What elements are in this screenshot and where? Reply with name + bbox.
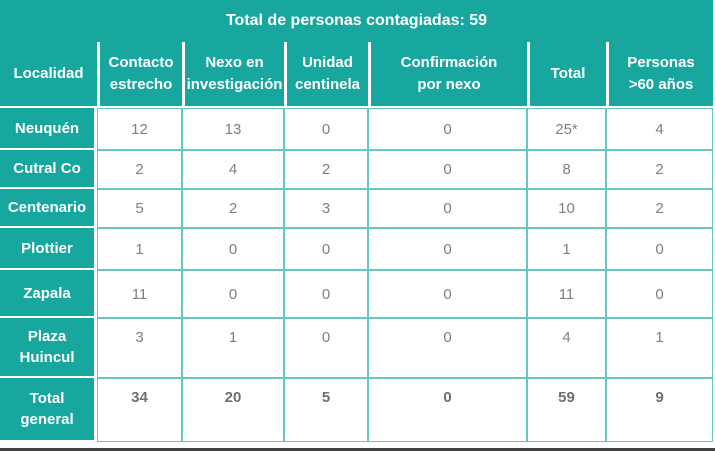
value-cell: 1 — [527, 228, 606, 270]
bottom-border-line — [0, 448, 715, 451]
data-table: Total de personas contagiadas: 59 Locali… — [0, 0, 714, 442]
value-cell: 2 — [606, 150, 714, 189]
value-cell: 11 — [97, 270, 182, 318]
column-header-total: Total — [527, 42, 606, 108]
value-cell: 8 — [527, 150, 606, 189]
table-row: Neuquén 12 13 0 0 25* 4 — [0, 108, 714, 150]
table-row: Plaza Huincul 3 1 0 0 4 1 — [0, 318, 714, 378]
value-cell: 10 — [527, 189, 606, 228]
value-cell: 13 — [182, 108, 284, 150]
title-row: Total de personas contagiadas: 59 — [0, 0, 714, 42]
column-header-personas-60-a-os: Personas >60 años — [606, 42, 714, 108]
value-cell: 5 — [97, 189, 182, 228]
locality-cell-total-general: Total general — [0, 378, 97, 442]
value-cell: 3 — [97, 318, 182, 378]
value-cell: 0 — [182, 270, 284, 318]
value-cell: 1 — [97, 228, 182, 270]
value-cell: 0 — [368, 189, 527, 228]
locality-cell-cutral-co: Cutral Co — [0, 150, 97, 189]
value-cell: 11 — [527, 270, 606, 318]
value-cell: 5 — [284, 378, 368, 442]
column-header-contacto-estrecho: Contacto estrecho — [97, 42, 182, 108]
value-cell: 4 — [527, 318, 606, 378]
table-title: Total de personas contagiadas: 59 — [0, 0, 714, 42]
column-header-confirmaci-n-por-nexo: Confirmación por nexo — [368, 42, 527, 108]
value-cell: 12 — [97, 108, 182, 150]
table-row: Plottier 1 0 0 0 1 0 — [0, 228, 714, 270]
column-header-nexo-en-investigaci-n: Nexo en investigación — [182, 42, 284, 108]
header-row: Localidad Contacto estrecho Nexo en invest… — [0, 42, 714, 108]
value-cell: 3 — [284, 189, 368, 228]
value-cell: 0 — [368, 270, 527, 318]
value-cell: 0 — [182, 228, 284, 270]
column-header-unidad-centinela: Unidad centinela — [284, 42, 368, 108]
value-cell: 2 — [606, 189, 714, 228]
value-cell: 0 — [606, 270, 714, 318]
value-cell: 0 — [284, 270, 368, 318]
value-cell: 0 — [368, 318, 527, 378]
value-cell: 2 — [284, 150, 368, 189]
value-cell: 0 — [368, 108, 527, 150]
value-cell: 20 — [182, 378, 284, 442]
value-cell: 34 — [97, 378, 182, 442]
value-cell: 2 — [97, 150, 182, 189]
value-cell: 0 — [284, 108, 368, 150]
locality-cell-neuqu-n: Neuquén — [0, 108, 97, 150]
value-cell: 0 — [368, 228, 527, 270]
locality-cell-centenario: Centenario — [0, 189, 97, 228]
value-cell: 0 — [284, 228, 368, 270]
locality-cell-zapala: Zapala — [0, 270, 97, 318]
value-cell: 0 — [368, 378, 527, 442]
table-row: Cutral Co 2 4 2 0 8 2 — [0, 150, 714, 189]
table-row: Zapala 11 0 0 0 11 0 — [0, 270, 714, 318]
value-cell: 0 — [368, 150, 527, 189]
column-header-localidad: Localidad — [0, 42, 97, 108]
total-row: Total general 34 20 5 0 59 9 — [0, 378, 714, 442]
value-cell: 59 — [527, 378, 606, 442]
value-cell: 2 — [182, 189, 284, 228]
value-cell: 0 — [284, 318, 368, 378]
value-cell: 0 — [606, 228, 714, 270]
value-cell: 25* — [527, 108, 606, 150]
value-cell: 1 — [606, 318, 714, 378]
locality-cell-plottier: Plottier — [0, 228, 97, 270]
table-row: Centenario 5 2 3 0 10 2 — [0, 189, 714, 228]
value-cell: 9 — [606, 378, 714, 442]
value-cell: 4 — [606, 108, 714, 150]
locality-cell-plaza-huincul: Plaza Huincul — [0, 318, 97, 378]
value-cell: 1 — [182, 318, 284, 378]
value-cell: 4 — [182, 150, 284, 189]
